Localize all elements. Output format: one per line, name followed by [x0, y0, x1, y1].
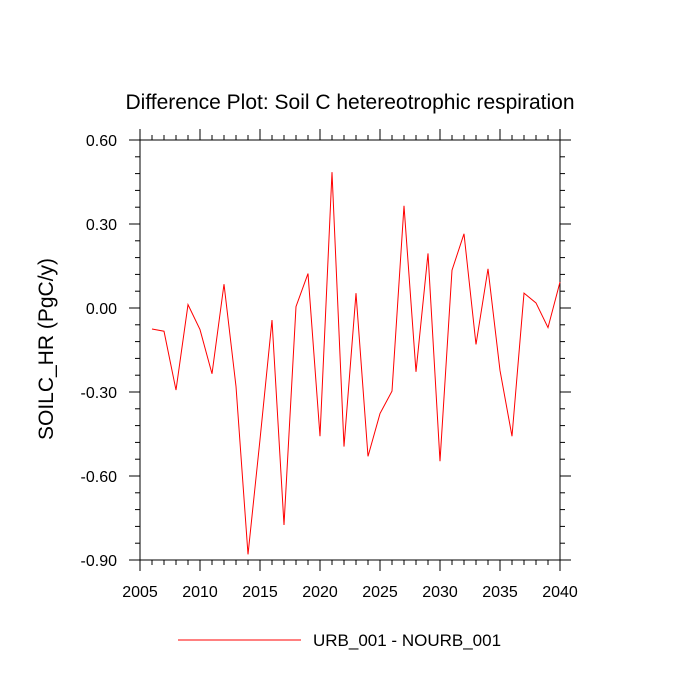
- legend-label: URB_001 - NOURB_001: [313, 631, 501, 650]
- major-ticks: [129, 129, 571, 571]
- x-tick-label: 2025: [362, 584, 398, 601]
- chart-title: Difference Plot: Soil C hetereotrophic r…: [125, 91, 574, 114]
- y-axis-title: SOILC_HR (PgC/y): [35, 258, 58, 440]
- x-tick-label: 2030: [422, 584, 458, 601]
- x-tick-labels: 2005 2010 2015 2020 2025 2030 2035 2040: [122, 584, 578, 601]
- legend: URB_001 - NOURB_001: [178, 631, 501, 650]
- plot-area: [129, 129, 571, 571]
- x-tick-label: 2015: [242, 584, 278, 601]
- x-tick-label: 2020: [302, 584, 338, 601]
- y-tick-labels: 0.60 0.30 0.00 -0.30 -0.60 -0.90: [81, 133, 118, 570]
- y-tick-label: -0.90: [81, 553, 118, 570]
- x-tick-label: 2010: [182, 584, 218, 601]
- series-group: [151, 172, 561, 555]
- plot-frame: [139, 139, 561, 561]
- y-tick-label: -0.30: [81, 385, 118, 402]
- x-tick-label: 2040: [542, 584, 578, 601]
- y-tick-label: -0.60: [81, 469, 118, 486]
- x-tick-label: 2035: [482, 584, 518, 601]
- minor-ticks: [135, 135, 565, 565]
- y-tick-label: 0.60: [86, 133, 117, 150]
- y-tick-label: 0.00: [86, 301, 117, 318]
- y-tick-label: 0.30: [86, 217, 117, 234]
- series-line: [151, 172, 561, 555]
- x-tick-label: 2005: [122, 584, 158, 601]
